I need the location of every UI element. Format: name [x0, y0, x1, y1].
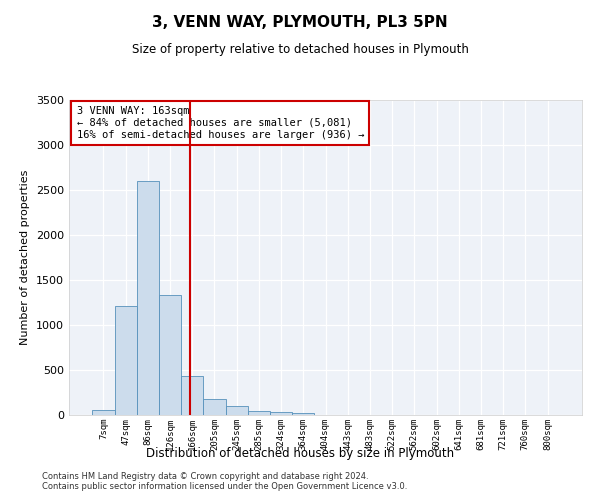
- Bar: [181, 376, 203, 415]
- Bar: [226, 406, 248, 415]
- Text: 3 VENN WAY: 163sqm
← 84% of detached houses are smaller (5,081)
16% of semi-deta: 3 VENN WAY: 163sqm ← 84% of detached hou…: [77, 106, 364, 140]
- Bar: [159, 296, 181, 415]
- Bar: [203, 399, 226, 415]
- Bar: [137, 181, 159, 415]
- Text: Contains public sector information licensed under the Open Government Licence v3: Contains public sector information licen…: [42, 482, 407, 491]
- Bar: [248, 410, 270, 415]
- Text: 3, VENN WAY, PLYMOUTH, PL3 5PN: 3, VENN WAY, PLYMOUTH, PL3 5PN: [152, 15, 448, 30]
- Y-axis label: Number of detached properties: Number of detached properties: [20, 170, 31, 345]
- Text: Size of property relative to detached houses in Plymouth: Size of property relative to detached ho…: [131, 42, 469, 56]
- Text: Contains HM Land Registry data © Crown copyright and database right 2024.: Contains HM Land Registry data © Crown c…: [42, 472, 368, 481]
- Bar: [115, 306, 137, 415]
- Text: Distribution of detached houses by size in Plymouth: Distribution of detached houses by size …: [146, 448, 454, 460]
- Bar: [292, 413, 314, 415]
- Bar: [92, 410, 115, 415]
- Bar: [270, 412, 292, 415]
